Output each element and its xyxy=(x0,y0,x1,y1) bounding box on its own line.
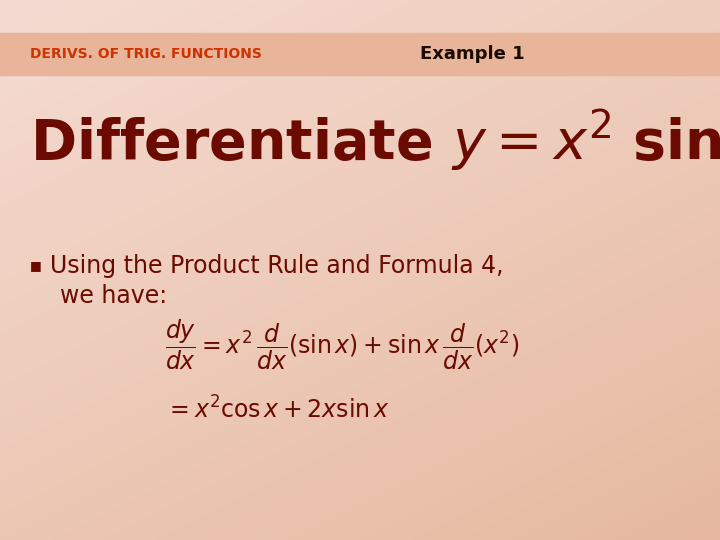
Text: $= x^2\cos x + 2x\sin x$: $= x^2\cos x + 2x\sin x$ xyxy=(165,396,390,423)
Text: Example 1: Example 1 xyxy=(420,45,525,63)
Text: we have:: we have: xyxy=(60,284,167,308)
Text: Using the Product Rule and Formula 4,: Using the Product Rule and Formula 4, xyxy=(50,254,503,278)
Text: Differentiate $y = x^2\ \mathregular{sin}\ x.$: Differentiate $y = x^2\ \mathregular{sin… xyxy=(30,108,720,174)
Text: ■: ■ xyxy=(30,260,42,273)
Bar xyxy=(0,33,720,75)
Text: $\dfrac{dy}{dx} = x^2\, \dfrac{d}{dx}(\sin x) + \sin x\, \dfrac{d}{dx}(x^2)$: $\dfrac{dy}{dx} = x^2\, \dfrac{d}{dx}(\s… xyxy=(165,318,519,372)
Text: DERIVS. OF TRIG. FUNCTIONS: DERIVS. OF TRIG. FUNCTIONS xyxy=(30,47,262,61)
